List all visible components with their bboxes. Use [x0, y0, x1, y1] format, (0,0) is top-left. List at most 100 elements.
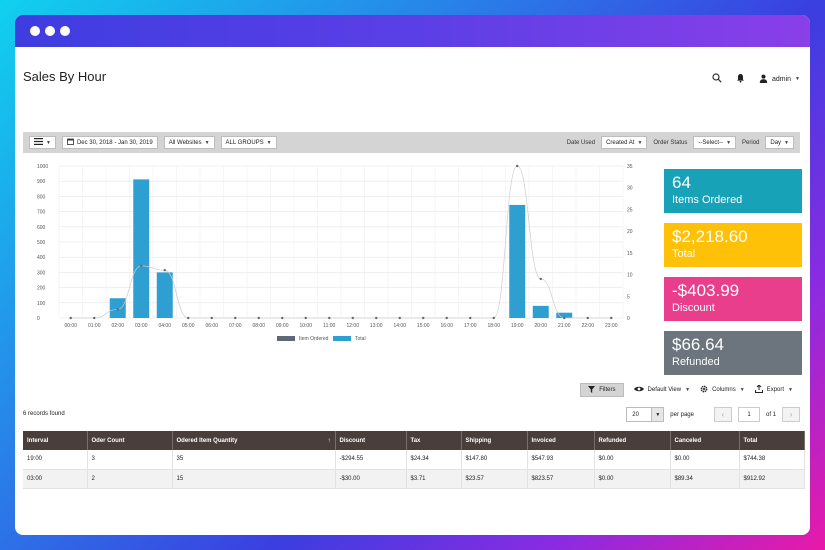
- point-item-ordered: [93, 316, 96, 320]
- bell-icon[interactable]: [736, 73, 745, 85]
- x-tick-label: 18:00: [487, 323, 500, 329]
- order-status-select[interactable]: --Select-- ▼: [693, 136, 737, 149]
- date-used-select[interactable]: Created At ▼: [601, 136, 648, 149]
- bar-total: [532, 305, 549, 318]
- table-row: 19:00 3 35 -$294.55 $24.34 $147.80 $547.…: [23, 450, 805, 470]
- point-item-ordered: [563, 316, 566, 320]
- page-header: Sales By Hour admin ▼: [23, 47, 805, 97]
- period-label: Period: [742, 139, 760, 146]
- y-tick-label: 200: [37, 286, 46, 292]
- columns-label: Columns: [712, 387, 736, 393]
- search-icon[interactable]: [712, 73, 722, 85]
- window-close-dot[interactable]: [30, 26, 40, 36]
- point-item-ordered: [398, 316, 401, 320]
- period-select[interactable]: Day ▼: [765, 136, 794, 149]
- y-tick-label: 800: [37, 194, 46, 200]
- filters-button[interactable]: Filters: [580, 383, 624, 397]
- order-status-label: Order Status: [653, 139, 688, 146]
- period-value: Day: [770, 139, 782, 146]
- cell-interval: 19:00: [23, 450, 88, 470]
- card-total: $2,218.60 Total: [664, 223, 802, 267]
- col-header-invoiced[interactable]: Invoiced: [527, 431, 595, 450]
- point-item-ordered: [492, 316, 495, 320]
- x-tick-label: 23:00: [605, 323, 618, 329]
- point-item-ordered: [304, 316, 307, 320]
- next-page-button[interactable]: ›: [782, 407, 800, 422]
- point-item-ordered: [281, 316, 284, 320]
- col-header-discount[interactable]: Discount: [335, 431, 407, 450]
- pagination: 20 ▼ per page ‹ 1 of 1 ›: [626, 407, 800, 422]
- point-item-ordered: [351, 316, 354, 320]
- table-header-row: Interval Oder Count Odered Item Quantity…: [23, 431, 805, 450]
- cell-total: $912.92: [739, 469, 805, 489]
- col-header-item-qty[interactable]: Odered Item Quantity ↑: [172, 431, 336, 450]
- groups-value: ALL GROUPS: [225, 139, 264, 146]
- window-maximize-dot[interactable]: [60, 26, 70, 36]
- default-view-label: Default View: [647, 387, 682, 393]
- y2-tick-label: 20: [627, 229, 633, 235]
- x-tick-label: 05:00: [182, 323, 195, 329]
- card-items-ordered: 64 Items Ordered: [664, 169, 802, 213]
- per-page-label: per page: [670, 411, 694, 418]
- cell-shipping: $23.57: [461, 469, 528, 489]
- date-used-value: Created At: [606, 139, 635, 146]
- cell-interval: 03:00: [23, 469, 88, 489]
- col-header-tax[interactable]: Tax: [406, 431, 462, 450]
- per-page-select[interactable]: 20 ▼: [626, 407, 665, 422]
- chevron-down-icon: ▼: [46, 139, 51, 146]
- x-tick-label: 10:00: [299, 323, 312, 329]
- columns-dropdown[interactable]: Columns ▼: [700, 385, 745, 395]
- bar-total: [509, 204, 526, 318]
- user-menu[interactable]: admin ▼: [759, 74, 800, 85]
- groups-select[interactable]: ALL GROUPS ▼: [220, 136, 277, 149]
- col-header-canceled[interactable]: Canceled: [670, 431, 740, 450]
- default-view-dropdown[interactable]: Default View ▼: [633, 386, 691, 394]
- page-input[interactable]: 1: [737, 407, 760, 422]
- chevron-down-icon: ▼: [685, 387, 691, 393]
- legend-label-total: Total: [355, 336, 366, 342]
- prev-page-button[interactable]: ‹: [713, 407, 732, 422]
- y-tick-label: 500: [37, 240, 46, 246]
- point-item-ordered: [163, 269, 166, 272]
- filters-label: Filters: [599, 387, 616, 393]
- point-item-ordered: [116, 308, 119, 311]
- point-item-ordered: [328, 316, 331, 320]
- chevron-down-icon: ▼: [266, 139, 272, 146]
- chevron-down-icon: ▼: [795, 76, 800, 82]
- export-dropdown[interactable]: Export ▼: [754, 384, 793, 395]
- y-tick-label: 1000: [37, 164, 48, 170]
- col-header-total[interactable]: Total: [739, 431, 805, 450]
- y-tick-label: 300: [37, 270, 46, 276]
- col-header-shipping[interactable]: Shipping: [461, 431, 528, 450]
- websites-value: All Websites: [168, 139, 202, 146]
- cell-order-count: 2: [87, 469, 173, 489]
- card-label: Items Ordered: [672, 194, 743, 206]
- col-header-interval[interactable]: Interval: [23, 431, 88, 450]
- order-status-value: --Select--: [698, 139, 724, 146]
- main-content: Sales By Hour admin ▼: [23, 47, 805, 535]
- point-item-ordered: [539, 277, 542, 281]
- x-tick-label: 01:00: [88, 323, 101, 329]
- col-header-order-count[interactable]: Oder Count: [87, 431, 173, 450]
- x-tick-label: 04:00: [158, 323, 171, 329]
- point-item-ordered: [610, 316, 613, 320]
- sales-chart: 0 100 200 300 400 500 600 700 800 900 1000 0 5 10 15 20…: [23, 160, 653, 350]
- websites-select[interactable]: All Websites ▼: [163, 136, 215, 149]
- x-tick-label: 08:00: [252, 323, 265, 329]
- window-minimize-dot[interactable]: [45, 26, 55, 36]
- point-item-ordered: [69, 316, 72, 320]
- point-item-ordered: [140, 264, 143, 268]
- point-item-ordered: [516, 164, 519, 168]
- menu-button[interactable]: ▼: [29, 136, 56, 149]
- card-label: Total: [672, 248, 696, 260]
- cell-item-qty: 35: [172, 450, 336, 470]
- y2-tick-label: 15: [627, 251, 633, 257]
- date-range-value: Dec 30, 2018 - Jan 30, 2019: [76, 139, 153, 146]
- chevron-down-icon: ▼: [637, 139, 643, 146]
- x-tick-label: 11:00: [323, 323, 335, 329]
- date-range-picker[interactable]: Dec 30, 2018 - Jan 30, 2019: [61, 136, 158, 149]
- col-header-refunded[interactable]: Refunded: [594, 431, 671, 450]
- chevron-down-icon: ▼: [204, 139, 210, 146]
- point-item-ordered: [469, 316, 472, 320]
- x-tick-label: 19:00: [511, 323, 524, 329]
